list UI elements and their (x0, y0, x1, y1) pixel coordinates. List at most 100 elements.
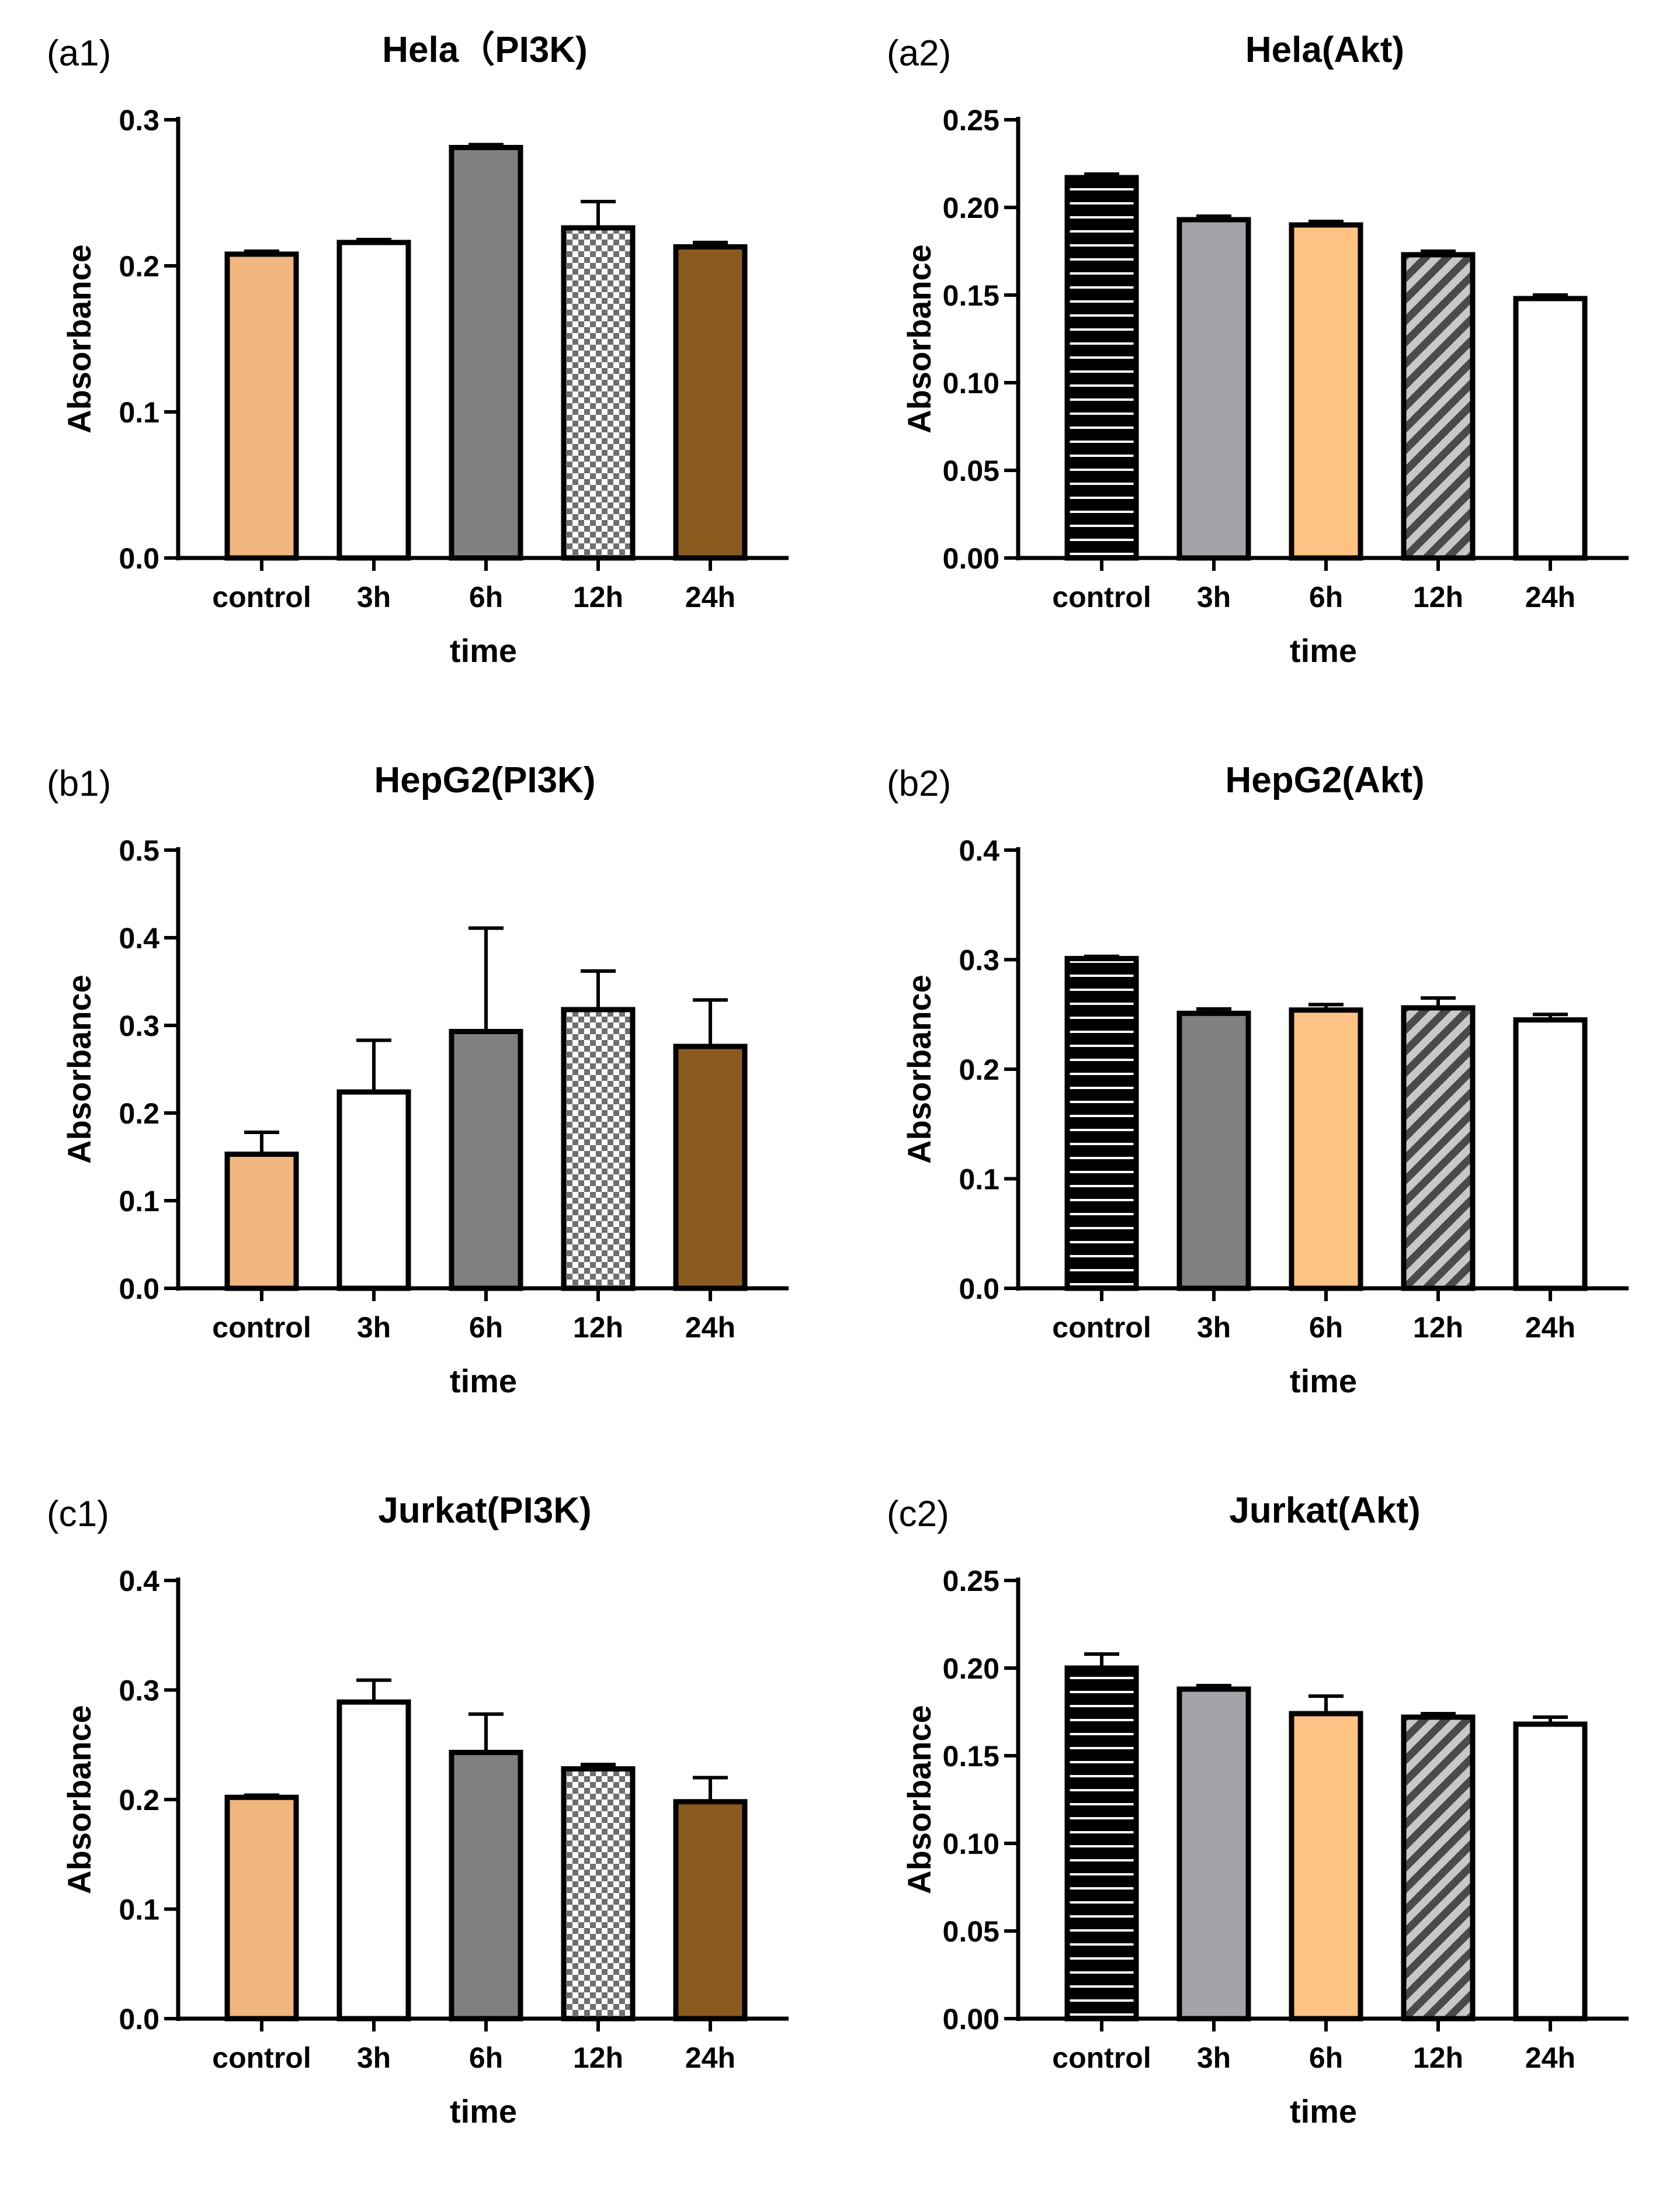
y-tick-label: 0.3 (119, 1010, 159, 1042)
x-tick-label: 12h (573, 1311, 623, 1344)
chart-panel-a2: (a2) Hela(Akt) 0.00 0.05 0.10 0.15 0.20 0.25 con… (840, 0, 1680, 730)
bar-control (1064, 175, 1139, 561)
panel-label: (a2) (887, 33, 951, 74)
x-axis-title: time (1290, 2093, 1357, 2130)
error-bar-3h (1196, 1684, 1231, 1689)
y-tick-label: 0.4 (119, 1565, 159, 1597)
bar-24h (673, 244, 748, 561)
y-tick-label: 0.1 (119, 396, 159, 429)
y-axis-title: Absorbance (901, 975, 938, 1164)
error-bar-control (1084, 954, 1119, 959)
bar-24h (1513, 1017, 1588, 1291)
bar-3h (1176, 1686, 1251, 2022)
x-tick-label: 3h (1197, 581, 1231, 613)
x-axis-title: time (1290, 632, 1357, 669)
chart-title: Jurkat(Akt) (1229, 1490, 1420, 1531)
panel-label: (b2) (887, 764, 951, 804)
y-tick-label: 0.10 (943, 1828, 999, 1860)
chart-title: Jurkat(PI3K) (378, 1490, 591, 1531)
x-tick-label: 6h (1309, 581, 1343, 613)
x-tick-label: 6h (1309, 1311, 1343, 1344)
y-tick-label: 0.05 (943, 455, 999, 487)
error-bar-control (244, 1131, 279, 1155)
y-tick-label: 0.10 (943, 367, 999, 400)
chart-c1: (c1) Jurkat(PI3K) 0.0 0.1 0.2 0.3 0.4 control 3h… (47, 1490, 789, 2130)
bar-12h (561, 1766, 636, 2022)
y-tick-label: 0.5 (119, 834, 159, 867)
bar-3h (336, 240, 411, 561)
error-bar-24h (1533, 293, 1568, 299)
y-tick-label: 0.3 (959, 944, 999, 977)
x-tick-label: 6h (469, 2041, 503, 2074)
y-tick-label: 0.1 (119, 1894, 159, 1926)
error-bar-control (244, 249, 279, 254)
y-tick-label: 0.2 (119, 1097, 159, 1130)
y-tick-label: 0.20 (943, 1652, 999, 1685)
chart-title: HepG2(Akt) (1225, 760, 1424, 800)
x-tick-label: 24h (685, 2041, 735, 2074)
bar-6h (1289, 222, 1363, 561)
chart-title: Hela（PI3K) (382, 29, 587, 70)
chart-a2: (a2) Hela(Akt) 0.00 0.05 0.10 0.15 0.20 0.25 con… (887, 30, 1629, 669)
bar-control (224, 1794, 299, 2022)
chart-a1: (a1) Hela（PI3K) 0.0 0.1 0.2 0.3 control 3h 6h 12h… (47, 29, 789, 669)
chart-b1: (b1) HepG2(PI3K) 0.0 0.1 0.2 0.3 0.4 0.5 control… (47, 760, 789, 1399)
y-tick-label: 0.0 (119, 2003, 159, 2036)
bar-6h (1289, 1007, 1363, 1291)
y-tick-label: 0.1 (119, 1185, 159, 1218)
bar-3h (336, 1699, 411, 2022)
bar-12h (1401, 1005, 1476, 1291)
panel-label: (b1) (47, 764, 111, 804)
error-bar-6h (468, 143, 504, 148)
x-axis-title: time (1290, 1363, 1357, 1399)
error-bar-12h (581, 200, 616, 228)
error-bar-3h (1196, 1007, 1231, 1014)
y-tick-label: 0.00 (943, 542, 999, 575)
x-tick-label: 12h (1413, 581, 1463, 613)
bar-6h (1289, 1711, 1363, 2022)
x-axis-title: time (450, 632, 517, 669)
x-tick-label: control (1052, 1311, 1151, 1344)
bar-control (224, 1152, 299, 1291)
x-tick-label: control (212, 1311, 311, 1344)
x-tick-label: 12h (1413, 2041, 1463, 2074)
x-tick-label: 12h (573, 581, 623, 613)
chart-panel-b2: (b2) HepG2(Akt) 0.0 0.1 0.2 0.3 0.4 control 3h 6h… (840, 730, 1680, 1461)
error-bar-12h (1421, 996, 1456, 1008)
x-tick-label: 3h (357, 1311, 391, 1344)
bar-24h (673, 1044, 748, 1291)
bar-12h (1401, 1714, 1476, 2022)
bar-24h (673, 1799, 748, 2022)
bar-12h (1401, 252, 1476, 561)
error-bar-24h (1533, 1715, 1568, 1724)
error-bar-12h (1421, 249, 1456, 255)
x-tick-label: 6h (469, 1311, 503, 1344)
x-tick-label: 24h (1525, 2041, 1575, 2074)
bar-6h (449, 145, 523, 561)
chart-panel-c1: (c1) Jurkat(PI3K) 0.0 0.1 0.2 0.3 0.4 control 3h… (0, 1461, 840, 2191)
bar-control (1064, 1665, 1139, 2022)
bar-12h (561, 225, 636, 561)
error-bar-6h (1308, 220, 1344, 225)
x-tick-label: 12h (573, 2041, 623, 2074)
y-tick-label: 0.05 (943, 1915, 999, 1948)
x-tick-label: 24h (685, 581, 735, 613)
error-bar-12h (581, 969, 616, 1010)
error-bar-control (244, 1793, 279, 1798)
chart-panel-a1: (a1) Hela（PI3K) 0.0 0.1 0.2 0.3 control 3h 6h 12h… (0, 0, 840, 730)
y-tick-label: 0.0 (119, 1273, 159, 1305)
y-tick-label: 0.0 (119, 542, 159, 575)
y-axis-title: Absorbance (901, 244, 938, 434)
x-axis-title: time (450, 2093, 517, 2130)
y-axis-title: Absorbance (901, 1705, 938, 1894)
y-tick-label: 0.00 (943, 2003, 999, 2036)
x-tick-label: 6h (469, 581, 503, 613)
error-bar-24h (693, 241, 728, 247)
bar-control (224, 251, 299, 561)
chart-title: HepG2(PI3K) (374, 760, 596, 800)
error-bar-12h (581, 1763, 616, 1769)
error-bar-control (1084, 172, 1119, 178)
x-tick-label: 6h (1309, 2041, 1343, 2074)
y-tick-label: 0.15 (943, 279, 999, 312)
x-tick-label: 24h (1525, 1311, 1575, 1344)
